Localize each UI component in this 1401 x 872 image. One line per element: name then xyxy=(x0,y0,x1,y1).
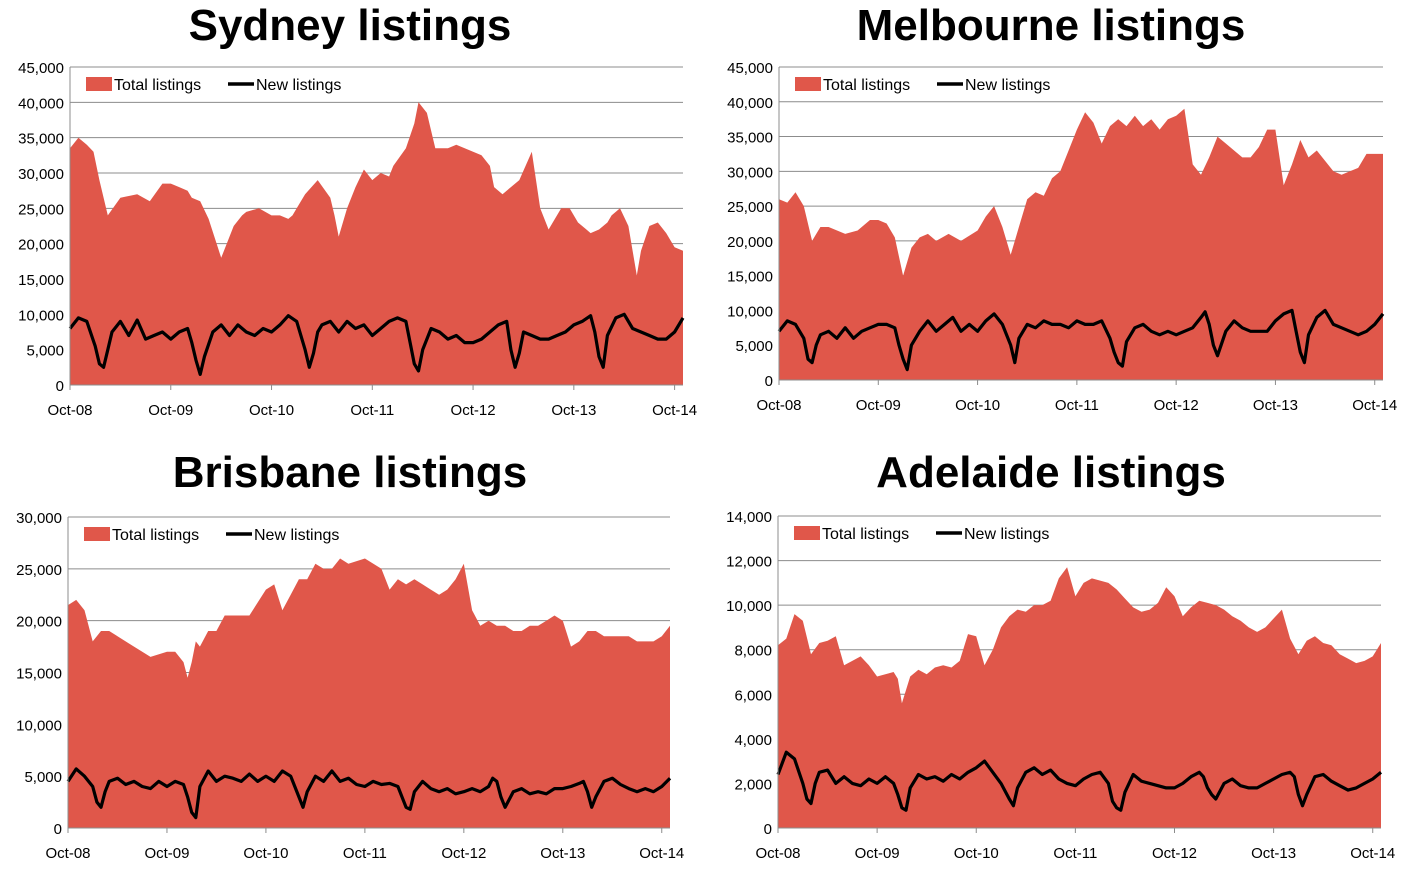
new-listings-line xyxy=(68,312,685,376)
x-tick-label: Oct-08 xyxy=(755,845,800,862)
x-tick-label: Oct-08 xyxy=(47,402,92,419)
x-tick-label: Oct-10 xyxy=(955,397,1000,414)
legend-label-total: Total listings xyxy=(114,77,201,94)
x-tick-label: Oct-13 xyxy=(1251,845,1296,862)
legend-label-total: Total listings xyxy=(112,527,199,544)
y-tick-label: 8,000 xyxy=(734,643,772,660)
x-tick-label: Oct-13 xyxy=(540,845,585,862)
x-tick-label: Oct-14 xyxy=(1350,845,1395,862)
y-tick-label: 35,000 xyxy=(18,131,64,148)
x-tick-label: Oct-12 xyxy=(1154,397,1199,414)
x-tick-label: Oct-09 xyxy=(856,397,901,414)
new-listings-line xyxy=(776,750,1383,812)
total-listings-area xyxy=(68,558,670,828)
y-tick-label: 0 xyxy=(765,373,773,390)
legend-label-new: New listings xyxy=(256,77,341,94)
y-tick-label: 5,000 xyxy=(735,338,773,355)
sydney-chart: 0 5,000 10,000 15,000 20,000 25,000 30,000 35,0… xyxy=(18,60,697,419)
new-listings-line xyxy=(777,308,1385,372)
y-tick-label: 45,000 xyxy=(18,60,64,77)
legend-label-new: New listings xyxy=(254,527,339,544)
total-listings-area xyxy=(778,567,1381,828)
x-tick-label: Oct-10 xyxy=(954,845,999,862)
new-listings-line xyxy=(66,767,672,820)
y-tick-label: 25,000 xyxy=(727,199,773,216)
y-tick-label: 0 xyxy=(54,821,62,838)
y-tick-label: 10,000 xyxy=(727,303,773,320)
x-tick-label: Oct-12 xyxy=(1152,845,1197,862)
y-tick-label: 5,000 xyxy=(26,343,64,360)
x-tick-label: Oct-08 xyxy=(756,397,801,414)
y-tick-label: 12,000 xyxy=(726,554,772,571)
y-tick-label: 14,000 xyxy=(726,509,772,526)
x-tick-label: Oct-09 xyxy=(148,402,193,419)
melbourne-panel: Melbourne listings 0 5,000 10,000 15,000 20,… xyxy=(701,0,1401,430)
adelaide-panel: Adelaide listings 0 2,000 4,000 6,000 8,000 1… xyxy=(701,437,1401,867)
x-tick-label: Oct-11 xyxy=(343,845,387,862)
y-tick-label: 15,000 xyxy=(18,272,64,289)
y-tick-label: 35,000 xyxy=(727,130,773,147)
y-tick-label: 10,000 xyxy=(726,598,772,615)
brisbane-chart: 0 5,000 10,000 15,000 20,000 25,000 30,000 Oct-… xyxy=(16,510,684,862)
y-tick-label: 10,000 xyxy=(16,717,62,734)
melbourne-chart: 0 5,000 10,000 15,000 20,000 25,000 30,000 35,0… xyxy=(727,60,1397,414)
x-tick-label: Oct-11 xyxy=(1053,845,1097,862)
x-tick-label: Oct-14 xyxy=(1352,397,1397,414)
chart-title: Brisbane listings xyxy=(172,448,528,497)
y-tick-label: 10,000 xyxy=(18,307,64,324)
y-tick-label: 15,000 xyxy=(727,269,773,286)
adelaide-chart: 0 2,000 4,000 6,000 8,000 10,000 12,000 14,000 O… xyxy=(726,509,1395,862)
chart-title: Adelaide listings xyxy=(876,448,1226,497)
y-tick-label: 40,000 xyxy=(727,95,773,112)
total-listings-area xyxy=(779,108,1383,380)
y-tick-label: 2,000 xyxy=(734,776,772,793)
x-tick-label: Oct-09 xyxy=(144,845,189,862)
y-tick-label: 30,000 xyxy=(18,166,64,183)
y-tick-label: 25,000 xyxy=(18,201,64,218)
legend-label-total: Total listings xyxy=(822,526,909,543)
y-tick-label: 6,000 xyxy=(734,687,772,704)
y-tick-label: 40,000 xyxy=(18,95,64,112)
x-tick-label: Oct-08 xyxy=(45,845,90,862)
brisbane-panel: Brisbane listings 0 5,000 10,000 15,000 20,0… xyxy=(0,437,700,867)
x-tick-label: Oct-10 xyxy=(249,402,294,419)
x-tick-label: Oct-09 xyxy=(855,845,900,862)
y-tick-label: 45,000 xyxy=(727,60,773,77)
x-tick-label: Oct-12 xyxy=(441,845,486,862)
y-tick-label: 20,000 xyxy=(727,234,773,251)
x-tick-label: Oct-12 xyxy=(451,402,496,419)
y-tick-label: 0 xyxy=(764,821,772,838)
legend-label-new: New listings xyxy=(965,77,1050,94)
y-tick-label: 25,000 xyxy=(16,562,62,579)
x-tick-label: Oct-11 xyxy=(1055,397,1099,414)
x-tick-label: Oct-10 xyxy=(243,845,288,862)
x-tick-label: Oct-13 xyxy=(551,402,596,419)
legend-label-total: Total listings xyxy=(823,77,910,94)
x-tick-label: Oct-11 xyxy=(350,402,394,419)
y-tick-label: 5,000 xyxy=(24,769,62,786)
chart-title: Sydney listings xyxy=(188,1,512,50)
x-tick-label: Oct-13 xyxy=(1253,397,1298,414)
legend-swatch-total xyxy=(794,526,820,540)
legend-label-new: New listings xyxy=(964,526,1049,543)
chart-title: Melbourne listings xyxy=(856,1,1246,50)
y-tick-label: 20,000 xyxy=(18,237,64,254)
y-tick-label: 15,000 xyxy=(16,666,62,683)
y-tick-label: 20,000 xyxy=(16,614,62,631)
y-tick-label: 30,000 xyxy=(16,510,62,527)
legend-swatch-total xyxy=(795,77,821,91)
x-tick-label: Oct-14 xyxy=(652,402,697,419)
sydney-panel: Sydney listings 0 5,000 10,000 15,000 20,000… xyxy=(0,0,700,430)
legend-swatch-total xyxy=(86,77,112,91)
legend-swatch-total xyxy=(84,527,110,541)
y-tick-label: 30,000 xyxy=(727,164,773,181)
x-tick-label: Oct-14 xyxy=(639,845,684,862)
total-listings-area xyxy=(70,102,683,386)
y-tick-label: 4,000 xyxy=(734,732,772,749)
y-tick-label: 0 xyxy=(56,378,64,395)
